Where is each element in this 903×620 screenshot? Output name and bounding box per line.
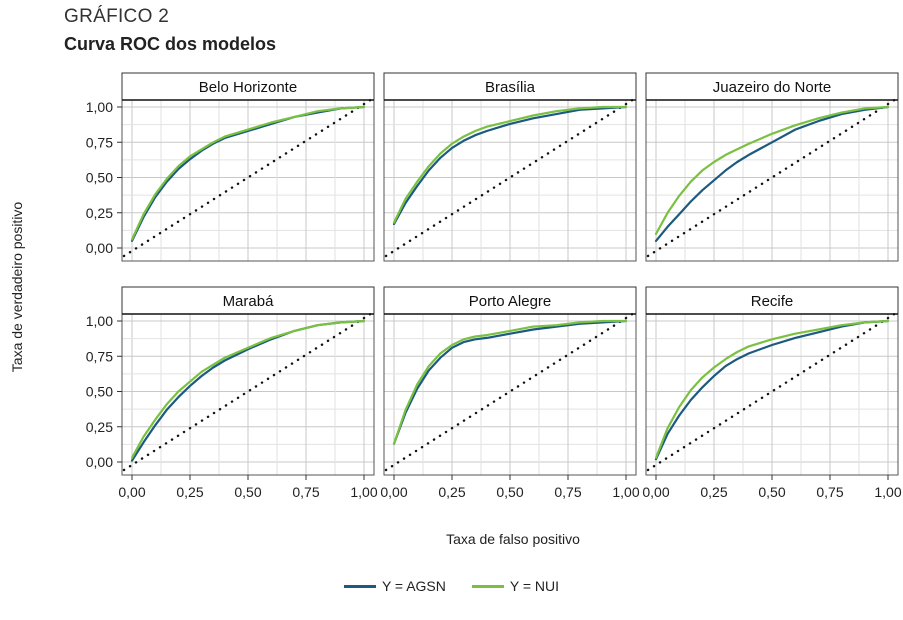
legend-item-agsn: Y = AGSN [343, 578, 446, 594]
figure-label: GRÁFICO 2 [64, 6, 170, 27]
facet-strip-belo-horizonte [121, 72, 375, 101]
roc-curve-y-nui-juazeiro-do-norte [654, 105, 890, 235]
roc-curve-y-nui-recife [654, 319, 890, 459]
y-tick-label: 0,00 [86, 240, 113, 256]
reference-diagonal-line [384, 311, 636, 472]
y-axis-title: Taxa de verdadeiro positivo [9, 202, 25, 373]
roc-faceted-chart: Belo Horizonte 0,00 0,25 0,50 0,75 1,00 Brasíl… [9, 72, 902, 547]
legend-swatch-agsn [343, 584, 376, 588]
x-tick-label: 0,75 [554, 484, 581, 500]
y-tick-label: 0,00 [86, 454, 113, 470]
roc-curve-y-agsn-juazeiro-do-norte [654, 105, 890, 242]
x-axis-title: Taxa de falso positivo [446, 531, 580, 547]
roc-curve-y-nui-brasilia [392, 105, 628, 224]
x-tick-label: 0,25 [438, 484, 465, 500]
x-tick-label: 0,00 [642, 484, 669, 500]
x-tick-label: 0,75 [816, 484, 843, 500]
y-tick-label: 0,25 [86, 205, 113, 221]
figure-title: Curva ROC dos modelos [64, 34, 277, 54]
y-tick-label: 0,75 [86, 348, 113, 364]
roc-curve-y-nui-porto-alegre [392, 319, 628, 445]
facet-title-belo-horizonte: Belo Horizonte [199, 79, 297, 96]
y-tick-label: 0,50 [86, 170, 113, 186]
facet-title-brasilia: Brasília [485, 79, 536, 96]
facet-strip-brasilia [383, 72, 637, 101]
legend-label-nui: Y = NUI [509, 578, 560, 594]
reference-diagonal-line [646, 311, 898, 472]
legend-swatch-nui [471, 584, 504, 588]
x-tick-label: 0,00 [118, 484, 145, 500]
legend-label-agsn: Y = AGSN [381, 578, 446, 594]
roc-curve-y-nui-belo-horizonte [130, 105, 366, 241]
x-tick-label: 1,00 [350, 484, 377, 500]
x-tick-label: 0,75 [292, 484, 319, 500]
y-tick-label: 1,00 [86, 99, 113, 115]
roc-curve-y-agsn-porto-alegre [392, 319, 628, 445]
x-tick-label: 0,25 [700, 484, 727, 500]
y-tick-label: 0,75 [86, 134, 113, 150]
facet-strip-juazeiro-do-norte [645, 72, 899, 101]
chart-legend: Y = AGSN Y = NUI [0, 578, 903, 594]
y-tick-label: 1,00 [86, 313, 113, 329]
facet-title-maraba: Marabá [223, 293, 275, 310]
roc-curve-y-nui-maraba [130, 319, 366, 459]
facet-title-recife: Recife [751, 293, 794, 310]
x-tick-label: 0,50 [234, 484, 261, 500]
reference-diagonal-line [122, 97, 374, 258]
roc-curve-y-agsn-recife [654, 319, 890, 461]
facet-strip-maraba [121, 286, 375, 315]
x-tick-label: 0,25 [176, 484, 203, 500]
x-tick-label: 1,00 [874, 484, 901, 500]
x-tick-label: 0,50 [496, 484, 523, 500]
x-tick-label: 1,00 [612, 484, 639, 500]
y-tick-label: 0,50 [86, 384, 113, 400]
facet-title-juazeiro-do-norte: Juazeiro do Norte [713, 79, 831, 96]
reference-diagonal-line [122, 311, 374, 472]
legend-item-nui: Y = NUI [471, 578, 560, 594]
y-tick-label: 0,25 [86, 419, 113, 435]
facet-title-porto-alegre: Porto Alegre [469, 293, 552, 310]
x-tick-label: 0,00 [380, 484, 407, 500]
reference-diagonal-line [384, 97, 636, 258]
reference-diagonal-line [646, 97, 898, 258]
x-tick-label: 0,50 [758, 484, 785, 500]
roc-curve-y-agsn-brasilia [392, 105, 628, 226]
